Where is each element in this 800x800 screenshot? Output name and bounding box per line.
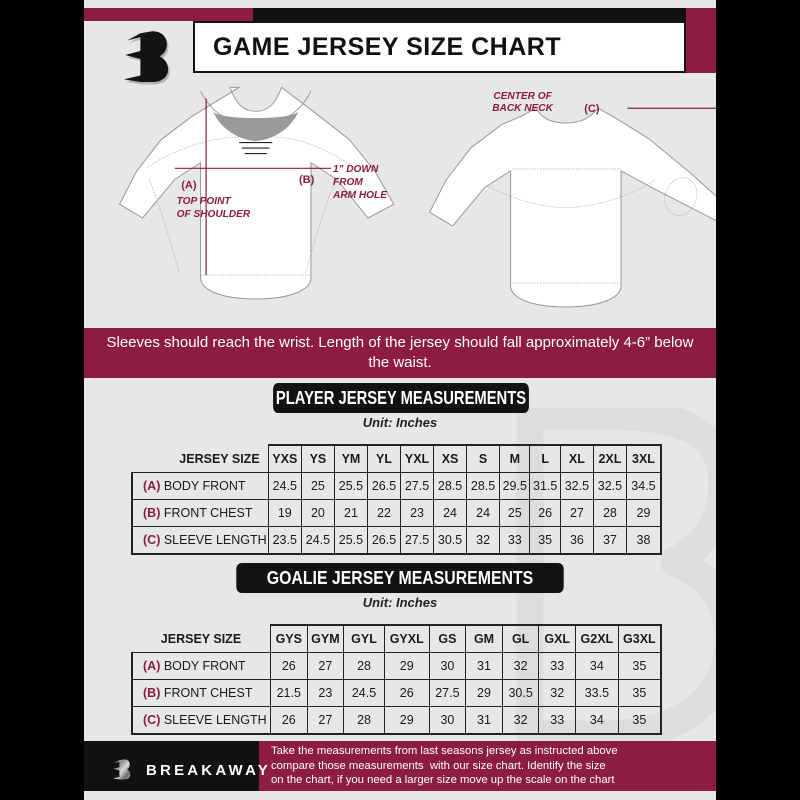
svg-text:1" DOWN: 1" DOWN: [333, 164, 379, 175]
svg-text:BACK NECK: BACK NECK: [492, 103, 553, 114]
svg-text:FROM: FROM: [333, 177, 363, 188]
svg-text:CENTER OF: CENTER OF: [493, 91, 552, 102]
svg-text:(C): (C): [584, 103, 600, 115]
svg-text:(A): (A): [181, 180, 197, 192]
svg-text:OF SHOULDER: OF SHOULDER: [177, 209, 251, 220]
svg-text:TOP POINT: TOP POINT: [177, 196, 232, 207]
svg-text:ARM HOLE: ARM HOLE: [332, 190, 387, 201]
svg-text:(B): (B): [299, 174, 315, 186]
